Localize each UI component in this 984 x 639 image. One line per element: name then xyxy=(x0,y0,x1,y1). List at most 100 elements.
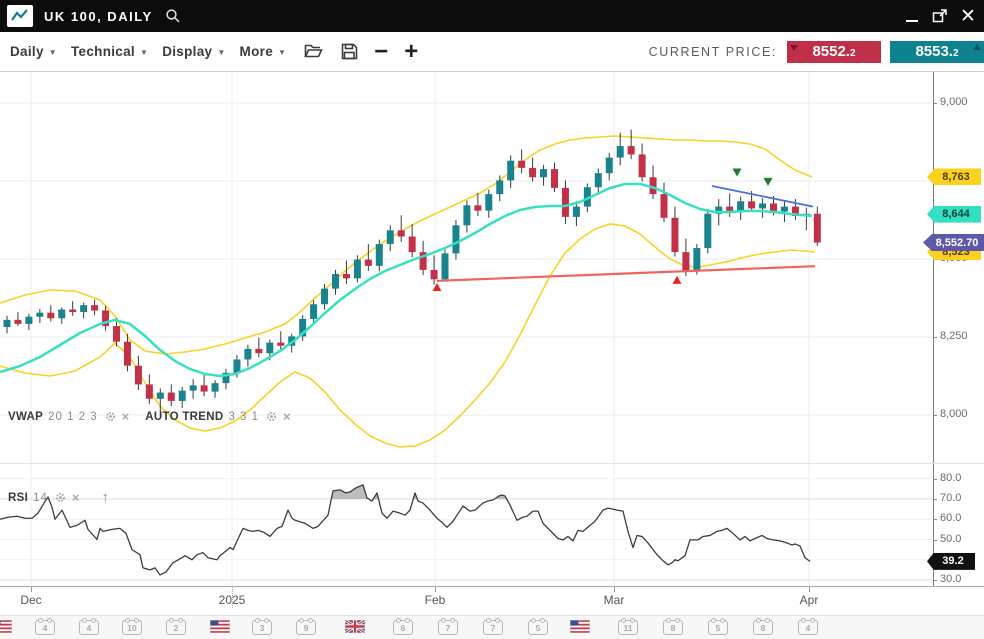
candle-body xyxy=(69,309,77,313)
calendar-date-icon[interactable]: 4 xyxy=(798,618,818,635)
candle-body xyxy=(780,206,788,212)
price-tick xyxy=(933,337,937,338)
candle-body xyxy=(507,160,515,181)
economic-events-strip: 4 4 10 2 3 9 6 7 7 5 11 8 5 8 4 xyxy=(0,615,984,639)
rsi-tick-label: 50.0 xyxy=(940,532,962,545)
time-axis-label: Feb xyxy=(424,593,446,607)
rsi-indicator-row: RSI 14 × ↑ xyxy=(8,489,109,506)
calendar-date-icon[interactable]: 7 xyxy=(483,618,503,635)
gear-icon[interactable] xyxy=(266,411,277,422)
candle-body xyxy=(123,341,131,366)
zoom-in-icon[interactable]: + xyxy=(404,37,419,65)
menu-technical[interactable]: Technical xyxy=(71,44,148,59)
candle-body xyxy=(255,348,263,354)
candle-body xyxy=(200,385,208,392)
minimize-button[interactable] xyxy=(900,4,924,28)
open-chart-icon[interactable] xyxy=(304,43,323,60)
candle-body xyxy=(682,252,690,272)
sell-price-value: 8552. xyxy=(812,43,850,60)
calendar-date-icon[interactable]: 5 xyxy=(708,618,728,635)
candle-body xyxy=(47,312,55,319)
gear-icon[interactable] xyxy=(105,411,116,422)
close-icon[interactable]: × xyxy=(71,490,80,505)
menu-timeframe[interactable]: Daily xyxy=(10,44,57,59)
buy-price-badge[interactable]: 8553. 2 xyxy=(890,40,984,63)
menu-display[interactable]: Display xyxy=(162,44,225,59)
calendar-date-icon[interactable]: 2 xyxy=(166,618,186,635)
rsi-tick xyxy=(933,499,937,500)
candle-body xyxy=(474,205,482,211)
candle-body xyxy=(299,318,307,337)
move-pane-up-icon[interactable]: ↑ xyxy=(101,489,109,506)
rsi-value-badge: 39.2 xyxy=(927,552,975,570)
popout-window-button[interactable] xyxy=(928,4,952,28)
candle-body xyxy=(419,252,427,270)
candle-body xyxy=(452,225,460,254)
candle-body xyxy=(397,230,405,237)
calendar-date-icon[interactable]: 3 xyxy=(252,618,272,635)
candle-body xyxy=(638,154,646,178)
price-down-arrow-icon xyxy=(790,44,798,51)
candle-body xyxy=(375,244,383,266)
calendar-date-icon[interactable]: 8 xyxy=(753,618,773,635)
calendar-date-icon[interactable]: 4 xyxy=(79,618,99,635)
candle-body xyxy=(726,206,734,213)
candle-body xyxy=(430,269,438,280)
line-chart-icon xyxy=(7,5,33,27)
menu-label: More xyxy=(239,44,274,59)
price-tick-label: 8,250 xyxy=(940,330,968,342)
calendar-date-icon[interactable]: 9 xyxy=(296,618,316,635)
zoom-out-icon[interactable]: − xyxy=(374,37,389,65)
calendar-date-icon[interactable]: 6 xyxy=(393,618,413,635)
close-icon[interactable]: × xyxy=(283,409,291,424)
candle-body xyxy=(277,342,285,346)
us-flag-icon[interactable] xyxy=(0,619,13,634)
close-icon[interactable]: × xyxy=(121,409,130,424)
close-window-button[interactable]: ✕ xyxy=(960,5,976,27)
price-tick xyxy=(933,415,937,416)
candle-body xyxy=(660,194,668,218)
candle-body xyxy=(3,319,11,328)
candle-body xyxy=(770,203,777,212)
candle-body xyxy=(80,305,88,313)
calendar-date-icon[interactable]: 4 xyxy=(35,618,55,635)
calendar-date-icon[interactable]: 10 xyxy=(122,618,142,635)
time-axis-line xyxy=(0,586,984,587)
candle-body xyxy=(386,230,394,245)
save-chart-icon[interactable] xyxy=(341,43,358,60)
sell-price-badge[interactable]: 8552. 2 xyxy=(787,40,881,63)
us-flag-icon[interactable] xyxy=(209,619,231,634)
calendar-date-icon[interactable]: 5 xyxy=(528,618,548,635)
candle-body xyxy=(211,383,219,392)
time-axis-label: Dec xyxy=(20,593,42,607)
candle-body xyxy=(113,326,120,342)
candle-body xyxy=(91,305,99,311)
rsi-tick xyxy=(933,519,937,521)
chevron-down-icon xyxy=(217,46,225,57)
signal-up-triangle xyxy=(432,283,442,292)
candle-body xyxy=(572,206,580,217)
uk-flag-icon[interactable] xyxy=(344,618,366,635)
us-flag-icon[interactable] xyxy=(569,619,591,634)
rsi-indicator-label: RSI xyxy=(8,491,29,504)
candle-body xyxy=(627,146,635,155)
gear-icon[interactable] xyxy=(55,492,66,503)
time-tick xyxy=(809,587,810,592)
chevron-down-icon xyxy=(140,46,148,57)
menu-label: Technical xyxy=(71,44,135,59)
rsi-tick xyxy=(933,539,937,541)
calendar-date-icon[interactable]: 7 xyxy=(438,618,458,635)
calendar-date-icon[interactable]: 11 xyxy=(618,618,638,635)
price-tick xyxy=(933,103,937,104)
chart-toolbar: Daily Technical Display More − + CURRENT… xyxy=(0,32,984,72)
price-axis-badge: 8,552.70 xyxy=(923,234,984,252)
vwap-line xyxy=(0,182,813,378)
candle-body xyxy=(463,205,471,226)
calendar-date-icon[interactable]: 8 xyxy=(663,618,683,635)
search-icon[interactable] xyxy=(165,8,181,24)
year-tick-dotted xyxy=(232,587,233,608)
candle-body xyxy=(496,180,504,195)
menu-more[interactable]: More xyxy=(240,44,287,59)
